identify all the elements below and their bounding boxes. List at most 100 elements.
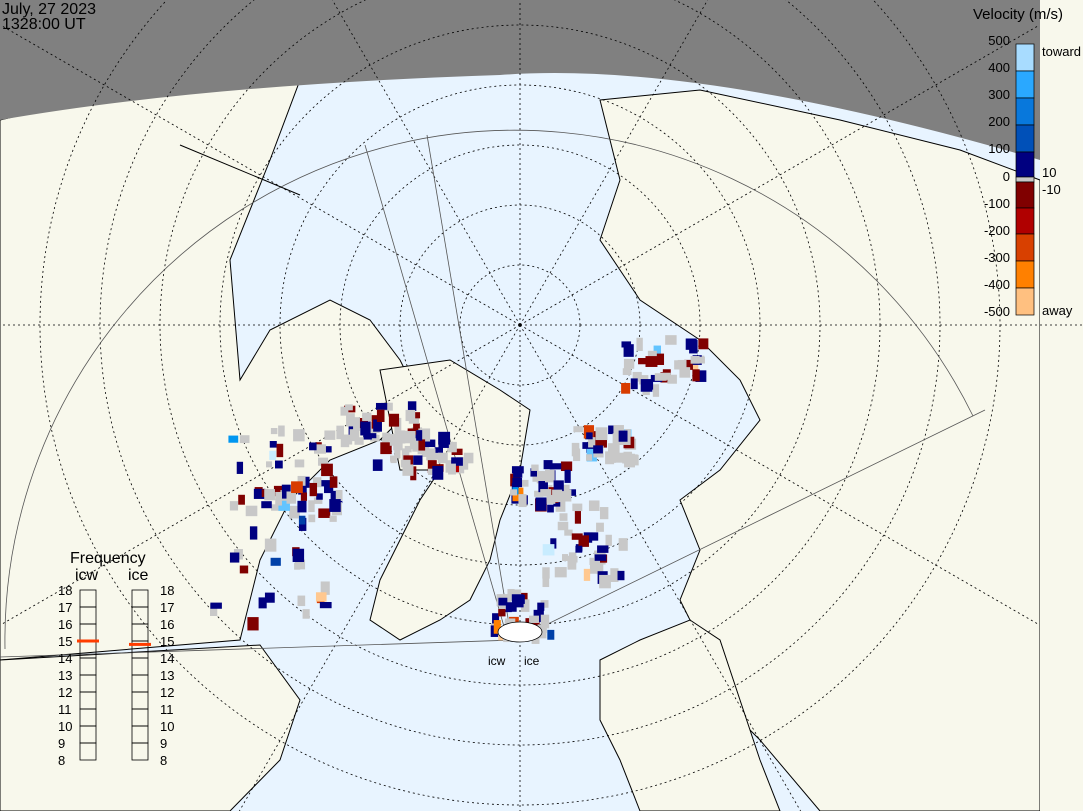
velocity-cell bbox=[591, 532, 599, 541]
velocity-cell bbox=[264, 592, 275, 603]
longitude-line bbox=[0, 324, 521, 626]
velocity-cell bbox=[507, 588, 515, 601]
velocity-cell bbox=[599, 507, 609, 520]
velocity-cell bbox=[376, 409, 385, 422]
velocity-cell bbox=[530, 617, 540, 630]
frequency-tick-left: 17 bbox=[58, 600, 73, 615]
frequency-bar-cell bbox=[79, 742, 97, 761]
velocity-cell bbox=[653, 345, 661, 357]
radar-site-marker bbox=[497, 621, 543, 643]
velocity-cell bbox=[552, 489, 563, 503]
velocity-cell bbox=[401, 448, 410, 462]
frequency-marker bbox=[129, 642, 151, 646]
velocity-cell bbox=[302, 609, 310, 619]
velocity-cell bbox=[632, 371, 642, 382]
velocity-cell bbox=[245, 505, 258, 517]
frequency-tick-right: 14 bbox=[160, 651, 175, 666]
frequency-marker bbox=[77, 639, 99, 643]
velocity-cell bbox=[400, 459, 411, 468]
velocity-cell bbox=[309, 482, 318, 497]
velocity-cell bbox=[320, 446, 332, 453]
velocity-cell bbox=[318, 457, 329, 466]
velocity-cell bbox=[692, 369, 700, 382]
velocity-cell bbox=[561, 489, 572, 502]
velocity-cell bbox=[313, 444, 326, 454]
velocity-cell bbox=[320, 480, 333, 487]
velocity-cell bbox=[564, 469, 571, 483]
frequency-tick-left: 18 bbox=[58, 583, 73, 598]
velocity-cell bbox=[426, 448, 436, 461]
colorbar-segment bbox=[1015, 70, 1035, 99]
beam-line-2 bbox=[426, 134, 511, 631]
velocity-cell bbox=[654, 373, 667, 381]
colorbar-title: Velocity (m/s) bbox=[973, 6, 1064, 23]
velocity-cell bbox=[512, 477, 523, 488]
boundary-line bbox=[179, 144, 301, 196]
velocity-cell bbox=[247, 617, 259, 631]
velocity-cell bbox=[532, 474, 539, 482]
velocity-cell bbox=[622, 368, 632, 376]
colorbar-tick: 100 bbox=[988, 141, 1010, 157]
velocity-cell bbox=[498, 609, 506, 617]
velocity-cell bbox=[437, 452, 448, 464]
velocity-cell bbox=[540, 489, 552, 496]
radar-fov-arc bbox=[4, 129, 974, 650]
velocity-cell bbox=[382, 432, 391, 442]
velocity-cell bbox=[407, 401, 417, 411]
velocity-cell bbox=[534, 490, 544, 497]
velocity-cell bbox=[324, 430, 336, 440]
velocity-cell bbox=[628, 454, 638, 465]
velocity-cell bbox=[329, 476, 338, 488]
velocity-cell bbox=[521, 599, 530, 612]
velocity-cell bbox=[261, 501, 272, 509]
velocity-cell bbox=[665, 335, 677, 345]
velocity-cell bbox=[210, 602, 222, 609]
frequency-tick-left: 16 bbox=[58, 617, 73, 632]
velocity-cell bbox=[645, 356, 658, 367]
velocity-cell bbox=[512, 594, 525, 604]
velocity-cell bbox=[513, 470, 523, 478]
fov-boundary-right bbox=[514, 409, 986, 641]
velocity-cell bbox=[690, 355, 700, 364]
frequency-tick-right: 11 bbox=[160, 702, 174, 717]
velocity-cell bbox=[546, 494, 556, 504]
velocity-cell bbox=[572, 503, 583, 512]
velocity-cell bbox=[340, 406, 349, 416]
velocity-cell bbox=[588, 500, 600, 511]
velocity-cell bbox=[394, 447, 401, 459]
velocity-cell bbox=[294, 562, 301, 570]
velocity-cell bbox=[336, 425, 344, 440]
velocity-cell bbox=[586, 454, 593, 461]
velocity-cell bbox=[647, 350, 657, 360]
velocity-cell bbox=[418, 428, 431, 442]
longitude-line bbox=[0, 24, 521, 326]
frequency-tick-right: 15 bbox=[160, 634, 175, 649]
velocity-cell bbox=[679, 367, 691, 378]
velocity-cell bbox=[542, 575, 550, 588]
radar-label-icw: icw bbox=[488, 654, 506, 668]
frequency-tick-left: 15 bbox=[58, 634, 73, 649]
land-canada bbox=[0, 69, 421, 661]
velocity-cell bbox=[547, 629, 555, 640]
beam-line-1 bbox=[364, 144, 506, 631]
velocity-cell bbox=[529, 615, 539, 623]
velocity-cell bbox=[677, 359, 687, 370]
velocity-cell bbox=[380, 442, 392, 455]
velocity-cell bbox=[286, 491, 297, 504]
velocity-cell bbox=[605, 534, 612, 546]
velocity-cell bbox=[547, 504, 554, 513]
velocity-cell bbox=[239, 565, 249, 574]
colorbar-segment bbox=[1015, 43, 1035, 72]
longitude-line bbox=[519, 324, 1040, 626]
frequency-tick-left: 8 bbox=[58, 753, 66, 768]
colorbar-tick: -400 bbox=[983, 276, 1010, 292]
velocity-cell bbox=[228, 435, 239, 443]
frequency-radar-ice: ice bbox=[128, 567, 149, 584]
velocity-cell bbox=[388, 413, 400, 427]
colorbar-segment bbox=[1015, 176, 1035, 183]
colorbar-segment bbox=[1015, 124, 1035, 153]
velocity-cell bbox=[433, 452, 441, 460]
colorbar-tick: -100 bbox=[983, 195, 1010, 211]
velocity-cell bbox=[353, 417, 360, 431]
velocity-cell bbox=[571, 533, 583, 540]
